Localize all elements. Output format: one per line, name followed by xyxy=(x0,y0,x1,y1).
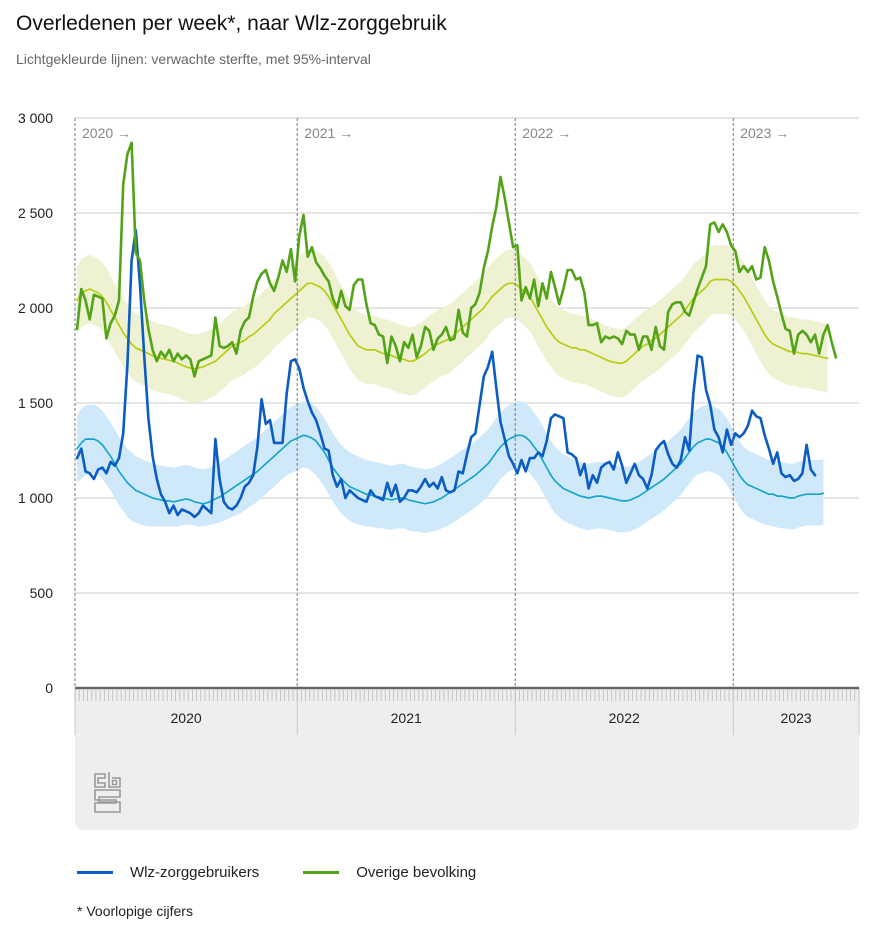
y-tick-label: 2 000 xyxy=(18,300,53,316)
x-axis-panel xyxy=(75,688,859,830)
year-marker-label: 2022 → xyxy=(522,125,571,141)
series-line-3 xyxy=(76,278,829,370)
year-dividers: 2020 → 2021 → 2022 → 2023 → xyxy=(74,118,789,688)
legend-item-wlz[interactable]: Wlz-zorggebruikers xyxy=(77,864,259,881)
band-1 xyxy=(77,245,828,403)
chart-title: Overledenen per week*, naar Wlz-zorggebr… xyxy=(16,12,447,35)
x-category-label: 2021 xyxy=(391,710,422,726)
y-tick-label: 500 xyxy=(30,585,54,601)
x-axis-panel-top xyxy=(75,688,859,708)
legend-label-wlz: Wlz-zorggebruikers xyxy=(130,864,260,881)
band-0 xyxy=(77,401,824,534)
year-marker-label: 2023 → xyxy=(740,125,789,141)
series-line-1 xyxy=(75,141,838,378)
legend: Wlz-zorggebruikers Overige bevolking xyxy=(77,864,520,881)
confidence-bands xyxy=(77,245,828,534)
cbs-logo xyxy=(94,772,121,813)
y-tick-label: 0 xyxy=(45,680,53,696)
y-tick-label: 2 500 xyxy=(18,205,53,221)
y-tick-label: 1 000 xyxy=(18,490,53,506)
legend-item-overig[interactable]: Overige bevolking xyxy=(303,864,476,881)
y-tick-label: 3 000 xyxy=(18,110,53,126)
y-tick-label: 1 500 xyxy=(18,395,53,411)
legend-swatch-overig xyxy=(303,871,340,874)
year-marker-label: 2020 → xyxy=(82,125,131,141)
series-line-0 xyxy=(75,228,817,519)
y-axis-ticks: 0 500 1 000 1 500 2 000 2 500 3 000 xyxy=(18,110,53,696)
x-axis: 2020 2021 2022 2023 xyxy=(74,686,860,735)
chart-subtitle: Lichtgekleurde lijnen: verwachte sterfte… xyxy=(16,51,371,67)
x-category-label: 2023 xyxy=(781,710,812,726)
legend-label-overig: Overige bevolking xyxy=(356,864,477,881)
year-marker-label: 2021 → xyxy=(304,125,353,141)
series-lines xyxy=(75,141,838,519)
x-category-label: 2022 xyxy=(609,710,640,726)
x-category-label: 2020 xyxy=(171,710,202,726)
legend-swatch-wlz xyxy=(77,871,113,874)
footnote: * Voorlopige cijfers xyxy=(77,903,193,919)
